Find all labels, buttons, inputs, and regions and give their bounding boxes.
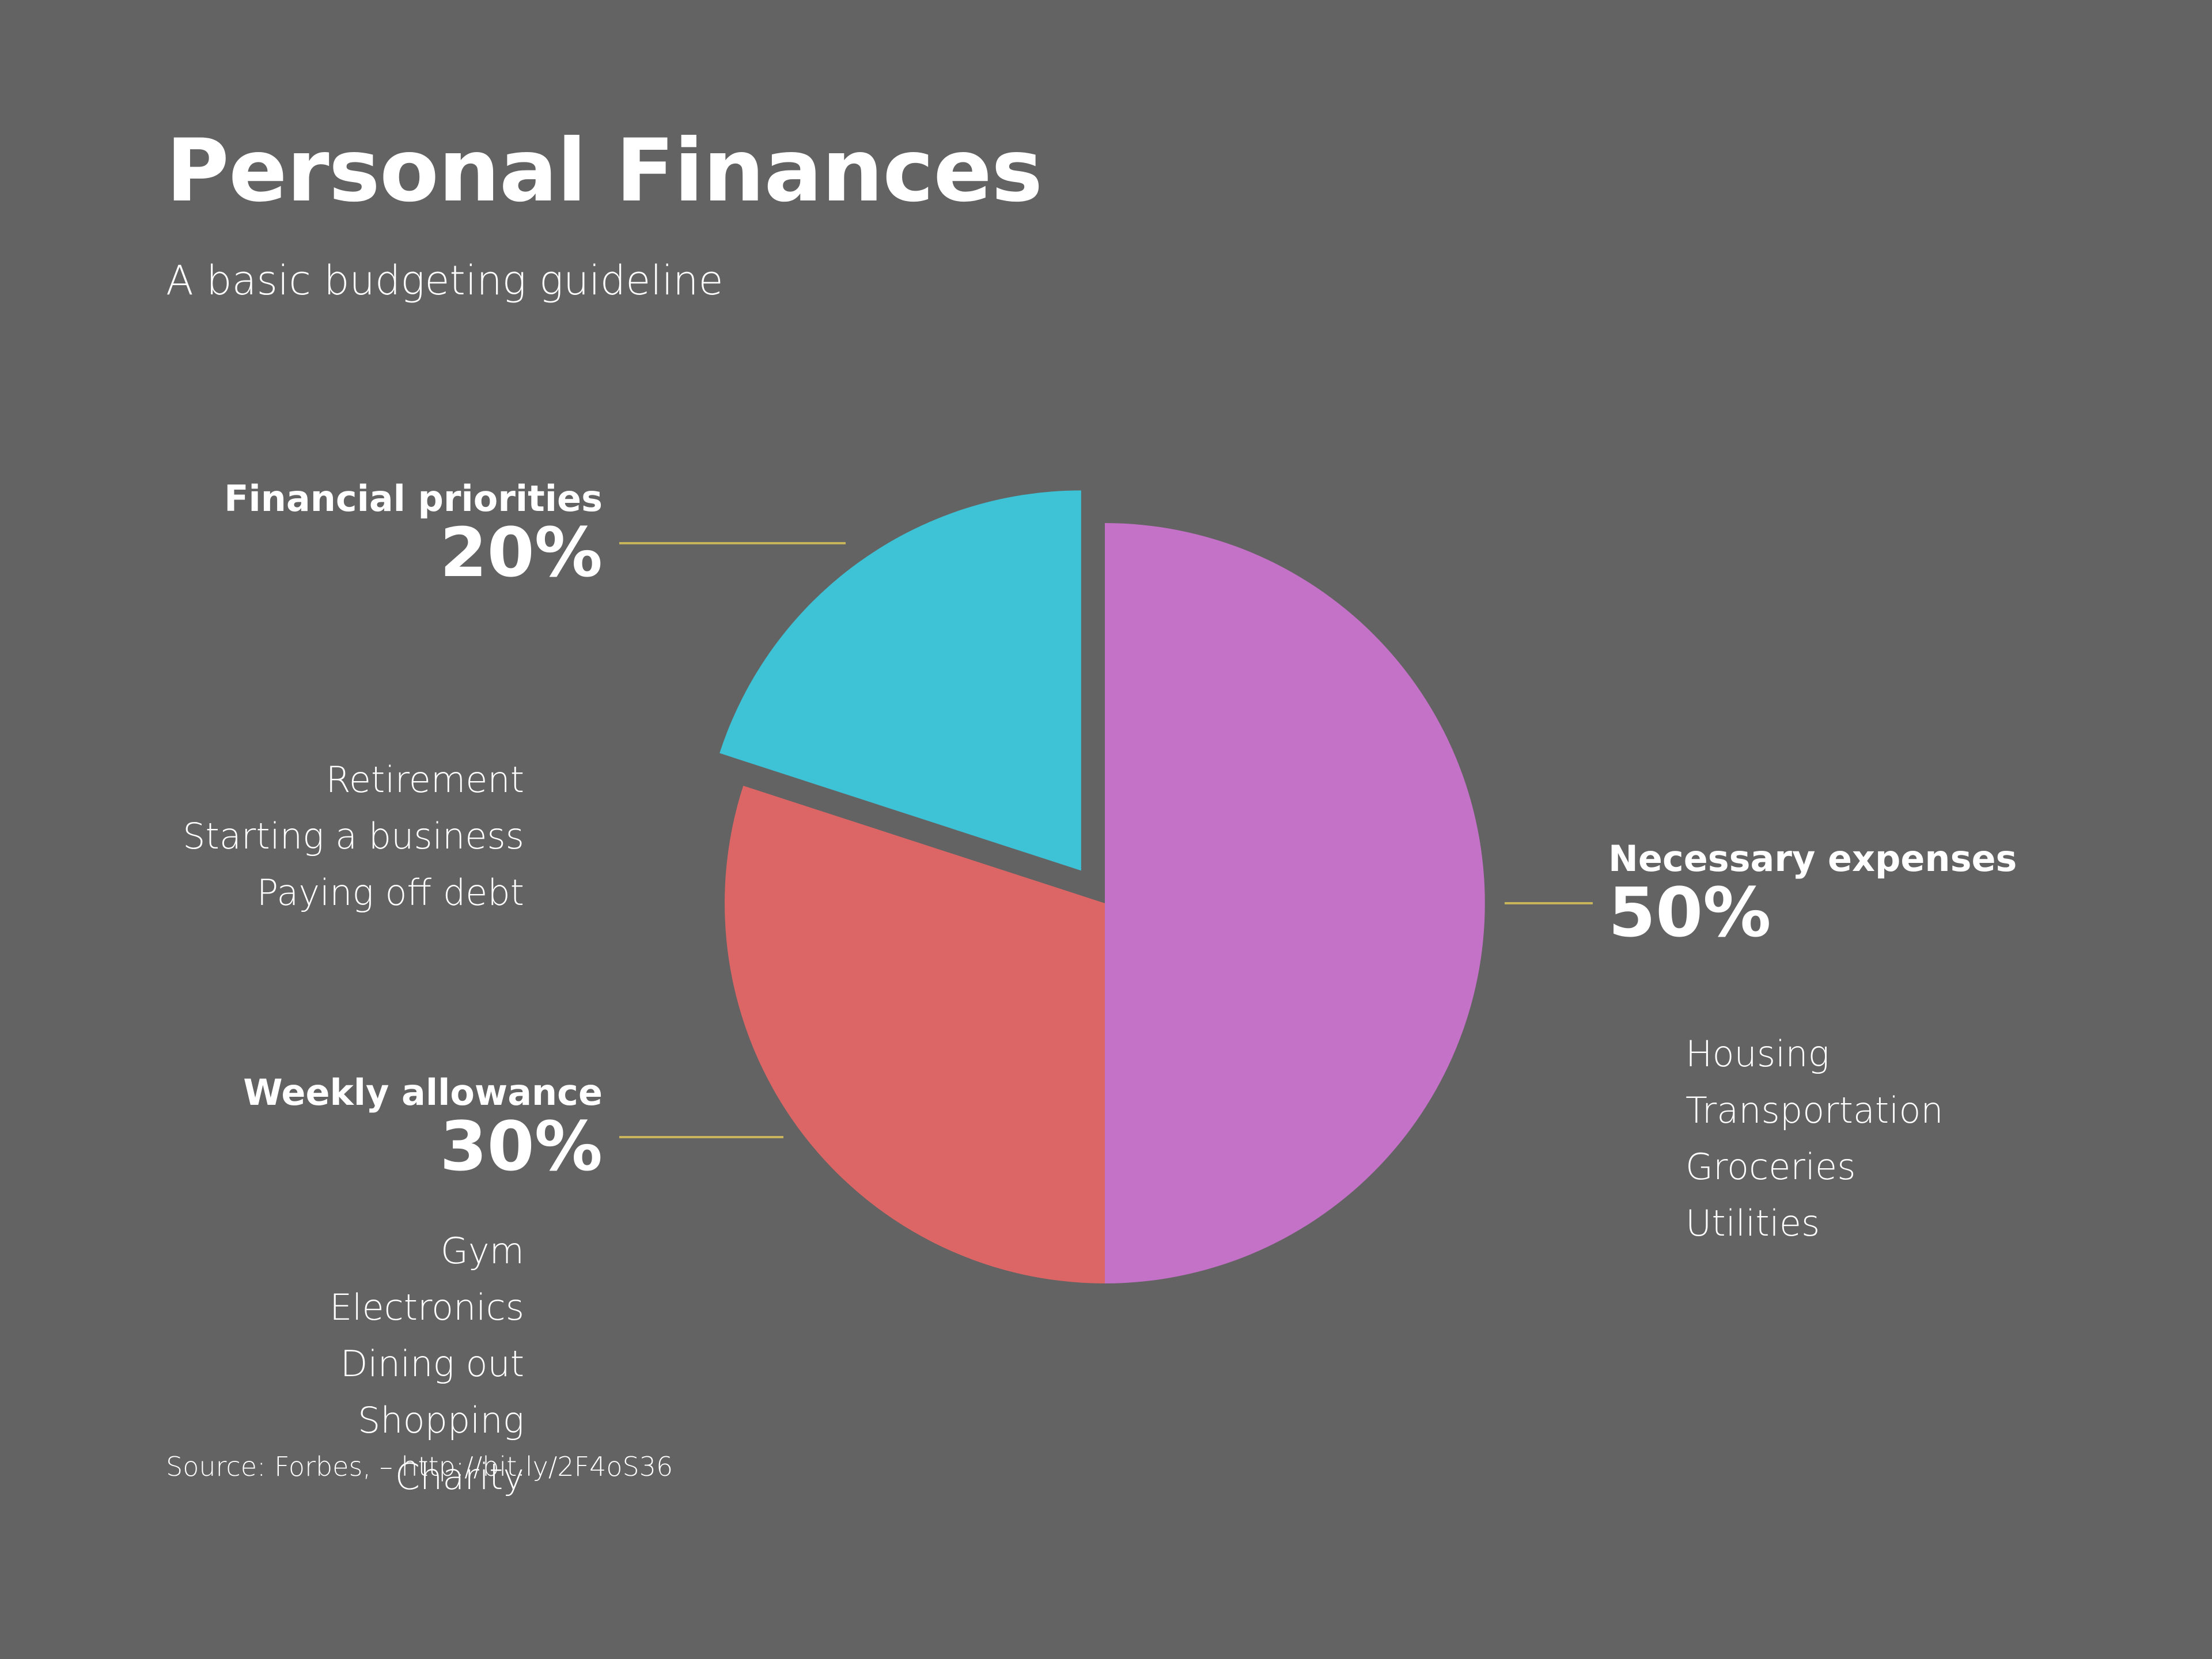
- list-item: Dining out: [340, 1343, 524, 1385]
- pie-slices: [719, 490, 1485, 1283]
- slice-pct-financial-priorities: 20%: [440, 513, 603, 593]
- list-item: Gym: [440, 1230, 524, 1272]
- chart-subtitle: A basic budgeting guideline: [166, 257, 724, 304]
- list-item: Starting a business: [183, 815, 524, 857]
- list-item: Transportation: [1685, 1089, 1944, 1131]
- list-item: Housing: [1685, 1033, 1830, 1075]
- list-item: Utilities: [1685, 1202, 1820, 1244]
- items-weekly-allowance: Gym Electronics Dining out Shopping Char…: [329, 1223, 524, 1505]
- slice-label-weekly-allowance: Weekly allowance: [243, 1071, 603, 1113]
- pie-slice-financial-priorities: [719, 490, 1081, 871]
- slice-pct-necessary-expenses: 50%: [1608, 873, 1771, 953]
- list-item: Charity: [395, 1456, 524, 1498]
- list-item: Paying off debt: [256, 872, 524, 914]
- list-item: Electronics: [329, 1286, 524, 1328]
- source-note: Source: Forbes, – http://bit.ly/2F4oS36: [166, 1451, 673, 1482]
- callout-leader-lines: [619, 542, 1593, 1138]
- slice-label-necessary-expenses: Necessary expenses: [1608, 838, 2017, 880]
- pie-slice-necessary-expenses: [1105, 523, 1485, 1283]
- list-item: Retirement: [325, 759, 524, 801]
- slice-label-financial-priorities: Financial priorities: [224, 478, 603, 520]
- callout-weekly-allowance: Weekly allowance 30%: [243, 1074, 603, 1183]
- list-item: Groceries: [1685, 1146, 1856, 1188]
- slice-pct-weekly-allowance: 30%: [440, 1107, 603, 1187]
- items-necessary-expenses: Housing Transportation Groceries Utiliti…: [1685, 1026, 1944, 1252]
- callout-necessary-expenses: Necessary expenses 50%: [1608, 840, 2017, 949]
- items-financial-priorities: Retirement Starting a business Paying of…: [183, 752, 524, 921]
- list-item: Shopping: [357, 1399, 524, 1441]
- callout-financial-priorities: Financial priorities 20%: [224, 480, 603, 589]
- chart-title: Personal Finances: [166, 121, 1043, 221]
- pie-slice-weekly-allowance: [724, 786, 1105, 1283]
